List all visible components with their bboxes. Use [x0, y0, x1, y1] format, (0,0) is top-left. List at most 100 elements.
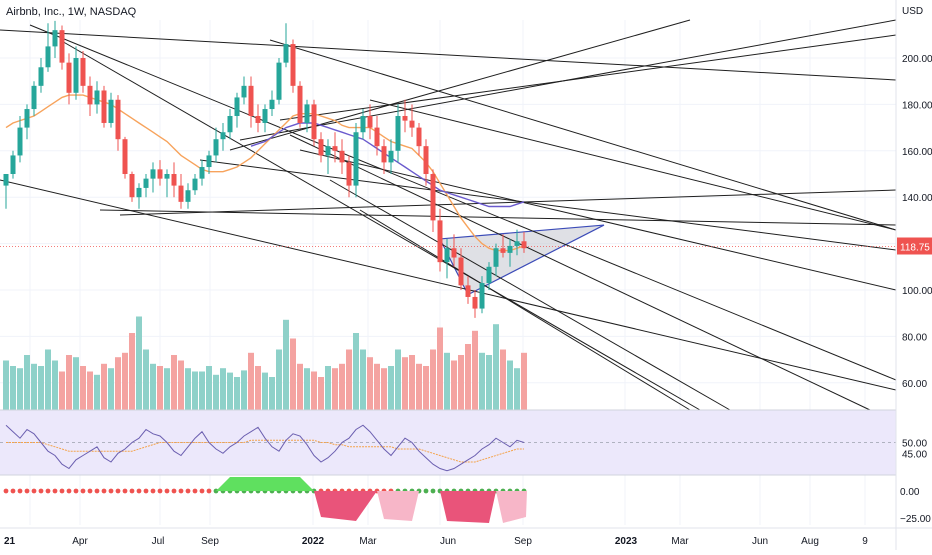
candle-body — [220, 132, 226, 140]
volume-bar — [437, 327, 443, 410]
triangle-edge — [439, 224, 605, 240]
price-tick-label: 160.00 — [902, 147, 932, 158]
candle-body — [157, 169, 163, 179]
volume-bar — [255, 366, 261, 410]
candle-body — [80, 58, 86, 86]
candle-body — [101, 90, 107, 123]
oscillator-tick-label: 0.00 — [900, 487, 920, 498]
candle-body — [10, 155, 16, 174]
volume-bar — [52, 360, 58, 410]
candle-layer — [3, 20, 527, 318]
oscillator-dot — [185, 488, 191, 494]
candle-body — [465, 285, 471, 297]
current-price-label-bg — [897, 237, 932, 255]
volume-bar — [234, 377, 240, 410]
time-tick-label: 2023 — [615, 536, 638, 547]
time-tick-label: Sep — [514, 536, 532, 547]
candle-body — [164, 174, 170, 179]
oscillator-dot — [31, 488, 37, 494]
price-tick-label: 100.00 — [902, 286, 932, 297]
volume-bar — [178, 360, 184, 410]
volume-bar — [115, 357, 121, 410]
volume-bar — [220, 368, 226, 410]
time-tick-label: Jul — [152, 536, 165, 547]
candle-body — [45, 46, 51, 68]
volume-bar — [213, 374, 219, 410]
oscillator-dot — [430, 488, 436, 494]
oscillator-dot — [143, 488, 149, 494]
volume-bar — [171, 355, 177, 410]
volume-bar — [374, 363, 380, 410]
time-tick-label: 2022 — [302, 536, 325, 547]
volume-bar — [367, 357, 373, 410]
oscillator-dot — [192, 488, 198, 494]
volume-bar — [381, 368, 387, 410]
time-tick-label: 21 — [4, 536, 16, 547]
triangle-edge — [467, 224, 605, 296]
volume-bar — [451, 360, 457, 410]
candle-body — [269, 99, 275, 110]
volume-bar — [416, 363, 422, 410]
candle-body — [374, 127, 380, 147]
oscillator-dot — [171, 488, 177, 494]
candle-body — [311, 104, 317, 140]
oscillator-area — [216, 477, 314, 491]
oscillator-dot — [66, 488, 72, 494]
volume-bar — [150, 363, 156, 410]
volume-bar — [10, 366, 16, 410]
candle-body — [31, 85, 37, 110]
volume-bar — [325, 366, 331, 410]
candle-body — [367, 116, 373, 128]
oscillator-dot — [164, 488, 170, 494]
volume-bar — [17, 368, 23, 410]
volume-bar — [297, 363, 303, 410]
oscillator-dot — [94, 488, 100, 494]
oscillator-dot — [157, 488, 163, 494]
volume-bar — [248, 352, 254, 410]
volume-bar — [262, 372, 268, 410]
volume-bar — [304, 368, 310, 410]
time-tick-label: Jun — [440, 536, 456, 547]
trendline — [0, 29, 897, 81]
volume-bar — [80, 366, 86, 410]
oscillator-dot — [59, 488, 65, 494]
price-tick-label: 140.00 — [902, 193, 932, 204]
candle-body — [290, 44, 296, 86]
candle-body — [493, 248, 499, 267]
candle-body — [185, 190, 191, 202]
trendline — [369, 99, 897, 231]
volume-bar — [129, 333, 135, 410]
volume-bar — [276, 349, 282, 410]
oscillator-dot — [199, 488, 205, 494]
volume-bar — [290, 338, 296, 410]
candle-body — [227, 116, 233, 133]
candle-body — [360, 116, 366, 133]
oscillator-dot — [80, 488, 86, 494]
candle-body — [283, 44, 289, 63]
candle-body — [353, 132, 359, 186]
volume-bar — [430, 349, 436, 410]
candle-body — [150, 169, 156, 179]
oscillator-dot — [45, 488, 51, 494]
candle-body — [395, 116, 401, 151]
trendline — [99, 209, 897, 226]
candle-body — [255, 116, 261, 123]
volume-bar — [311, 371, 317, 410]
current-price-label: 118.75 — [900, 243, 930, 254]
candle-body — [451, 248, 457, 258]
rsi-pane — [0, 409, 896, 476]
candle-body — [472, 296, 478, 309]
trendline — [299, 149, 897, 291]
price-tick-label: 60.00 — [902, 379, 927, 390]
volume-bar — [318, 377, 324, 410]
trendline — [289, 134, 871, 411]
candle-body — [122, 139, 128, 174]
trendline — [329, 179, 731, 411]
volume-bar — [45, 349, 51, 410]
volume-bar — [493, 324, 499, 410]
candle-body — [437, 220, 443, 263]
volume-bar — [192, 371, 198, 410]
time-tick-label: 9 — [862, 536, 868, 547]
